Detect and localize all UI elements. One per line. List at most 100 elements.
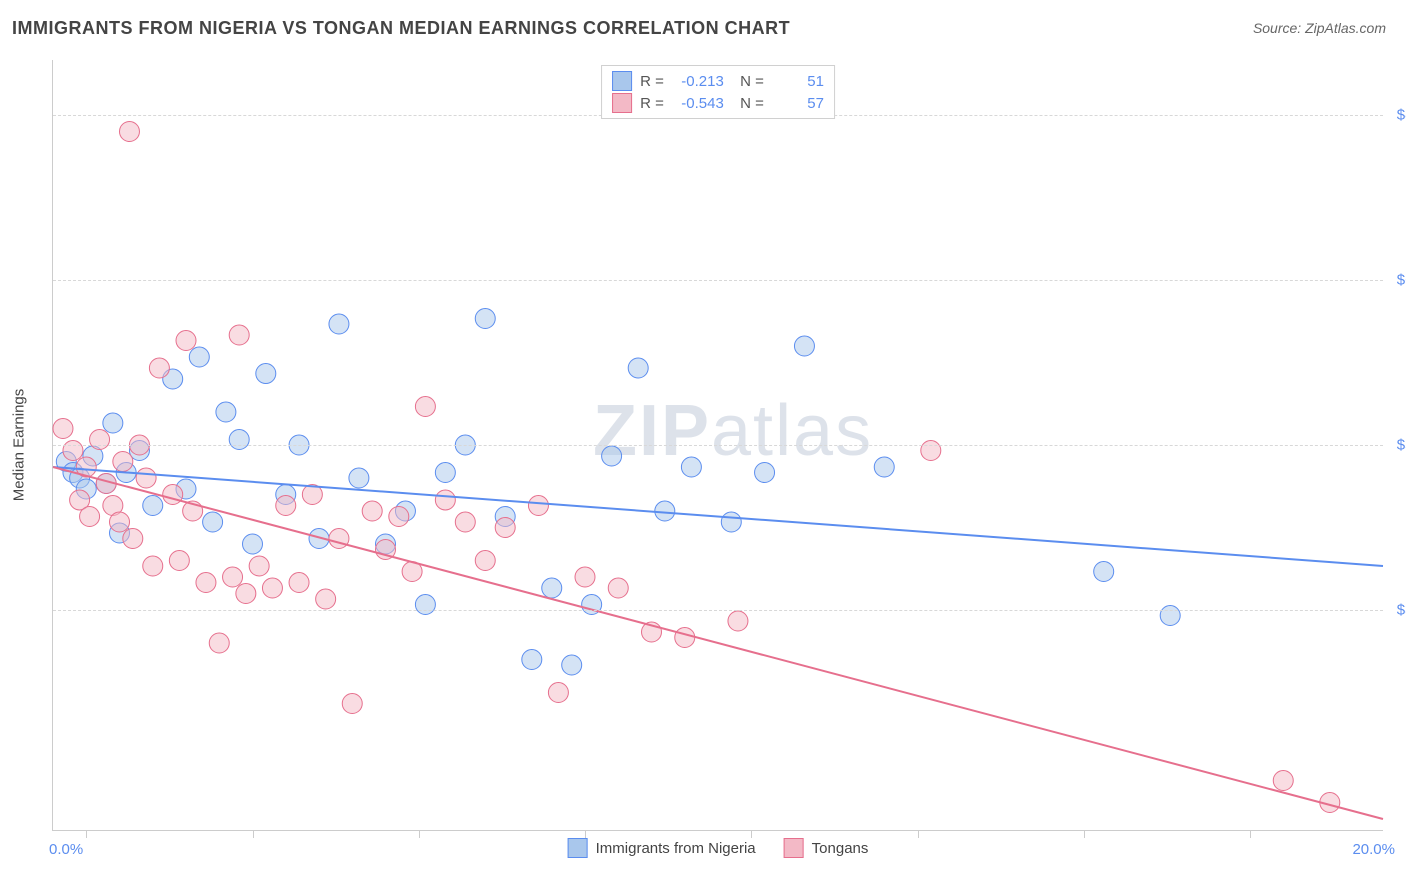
- data-point: [349, 468, 369, 488]
- stats-legend: R = -0.213 N = 51 R = -0.543 N = 57: [601, 65, 835, 119]
- data-point: [874, 457, 894, 477]
- gridline: [53, 610, 1383, 611]
- data-point: [143, 556, 163, 576]
- yaxis-title: Median Earnings: [11, 389, 28, 502]
- data-point: [435, 490, 455, 510]
- xtick: [1084, 830, 1085, 838]
- swatch-pink: [612, 93, 632, 113]
- stats-row-0: R = -0.213 N = 51: [612, 70, 824, 92]
- data-point: [562, 655, 582, 675]
- data-point: [655, 501, 675, 521]
- data-point: [149, 358, 169, 378]
- data-point: [216, 402, 236, 422]
- data-point: [209, 633, 229, 653]
- data-point: [342, 694, 362, 714]
- data-point: [256, 364, 276, 384]
- legend-label-0: Immigrants from Nigeria: [596, 840, 756, 857]
- data-point: [236, 584, 256, 604]
- stat-n-1: 57: [772, 95, 824, 112]
- data-point: [229, 325, 249, 345]
- data-point: [1160, 606, 1180, 626]
- data-point: [289, 573, 309, 593]
- data-point: [53, 419, 73, 439]
- source-label: Source: ZipAtlas.com: [1253, 20, 1386, 36]
- data-point: [794, 336, 814, 356]
- xaxis-label-left: 0.0%: [49, 841, 83, 858]
- data-point: [495, 518, 515, 538]
- data-point: [522, 650, 542, 670]
- data-point: [415, 595, 435, 615]
- data-point: [675, 628, 695, 648]
- data-point: [575, 567, 595, 587]
- swatch-blue: [612, 71, 632, 91]
- stat-r-0: -0.213: [672, 73, 724, 90]
- data-point: [528, 496, 548, 516]
- data-point: [136, 468, 156, 488]
- data-point: [755, 463, 775, 483]
- xtick: [585, 830, 586, 838]
- xaxis-label-right: 20.0%: [1352, 841, 1395, 858]
- data-point: [223, 567, 243, 587]
- chart-title: IMMIGRANTS FROM NIGERIA VS TONGAN MEDIAN…: [12, 18, 790, 39]
- data-point: [608, 578, 628, 598]
- trend-line: [53, 467, 1383, 819]
- data-point: [103, 413, 123, 433]
- data-point: [921, 441, 941, 461]
- legend-label-1: Tongans: [812, 840, 869, 857]
- xtick: [1250, 830, 1251, 838]
- stats-row-1: R = -0.543 N = 57: [612, 92, 824, 114]
- legend-swatch-0: [568, 838, 588, 858]
- ytick-label: $35,000: [1397, 602, 1406, 619]
- data-point: [176, 331, 196, 351]
- xtick: [86, 830, 87, 838]
- data-point: [362, 501, 382, 521]
- data-point: [628, 358, 648, 378]
- stat-r-label: R =: [640, 73, 664, 90]
- data-point: [542, 578, 562, 598]
- stat-r-label: R =: [640, 95, 664, 112]
- legend-item-1: Tongans: [784, 838, 869, 858]
- legend-item-0: Immigrants from Nigeria: [568, 838, 756, 858]
- data-point: [189, 347, 209, 367]
- xtick: [419, 830, 420, 838]
- data-point: [276, 496, 296, 516]
- data-point: [63, 441, 83, 461]
- data-point: [721, 512, 741, 532]
- data-point: [113, 452, 133, 472]
- bottom-legend: Immigrants from Nigeria Tongans: [568, 838, 869, 858]
- xtick: [253, 830, 254, 838]
- data-point: [90, 430, 110, 450]
- data-point: [169, 551, 189, 571]
- ytick-label: $65,000: [1397, 272, 1406, 289]
- data-point: [415, 397, 435, 417]
- chart-frame: Median Earnings ZIPatlas R = -0.213 N = …: [52, 60, 1383, 831]
- legend-swatch-1: [784, 838, 804, 858]
- data-point: [728, 611, 748, 631]
- data-point: [249, 556, 269, 576]
- xtick: [751, 830, 752, 838]
- data-point: [110, 512, 130, 532]
- data-point: [1094, 562, 1114, 582]
- data-point: [243, 534, 263, 554]
- data-point: [548, 683, 568, 703]
- data-point: [602, 446, 622, 466]
- stat-r-1: -0.543: [672, 95, 724, 112]
- data-point: [80, 507, 100, 527]
- data-point: [123, 529, 143, 549]
- data-point: [389, 507, 409, 527]
- data-point: [143, 496, 163, 516]
- data-point: [229, 430, 249, 450]
- chart-container: IMMIGRANTS FROM NIGERIA VS TONGAN MEDIAN…: [0, 0, 1406, 892]
- gridline: [53, 445, 1383, 446]
- data-point: [203, 512, 223, 532]
- stat-n-0: 51: [772, 73, 824, 90]
- data-point: [435, 463, 455, 483]
- data-point: [681, 457, 701, 477]
- data-point: [475, 551, 495, 571]
- data-point: [455, 512, 475, 532]
- data-point: [329, 314, 349, 334]
- ytick-label: $50,000: [1397, 437, 1406, 454]
- data-point: [119, 122, 139, 142]
- stat-n-label: N =: [732, 73, 764, 90]
- data-point: [1273, 771, 1293, 791]
